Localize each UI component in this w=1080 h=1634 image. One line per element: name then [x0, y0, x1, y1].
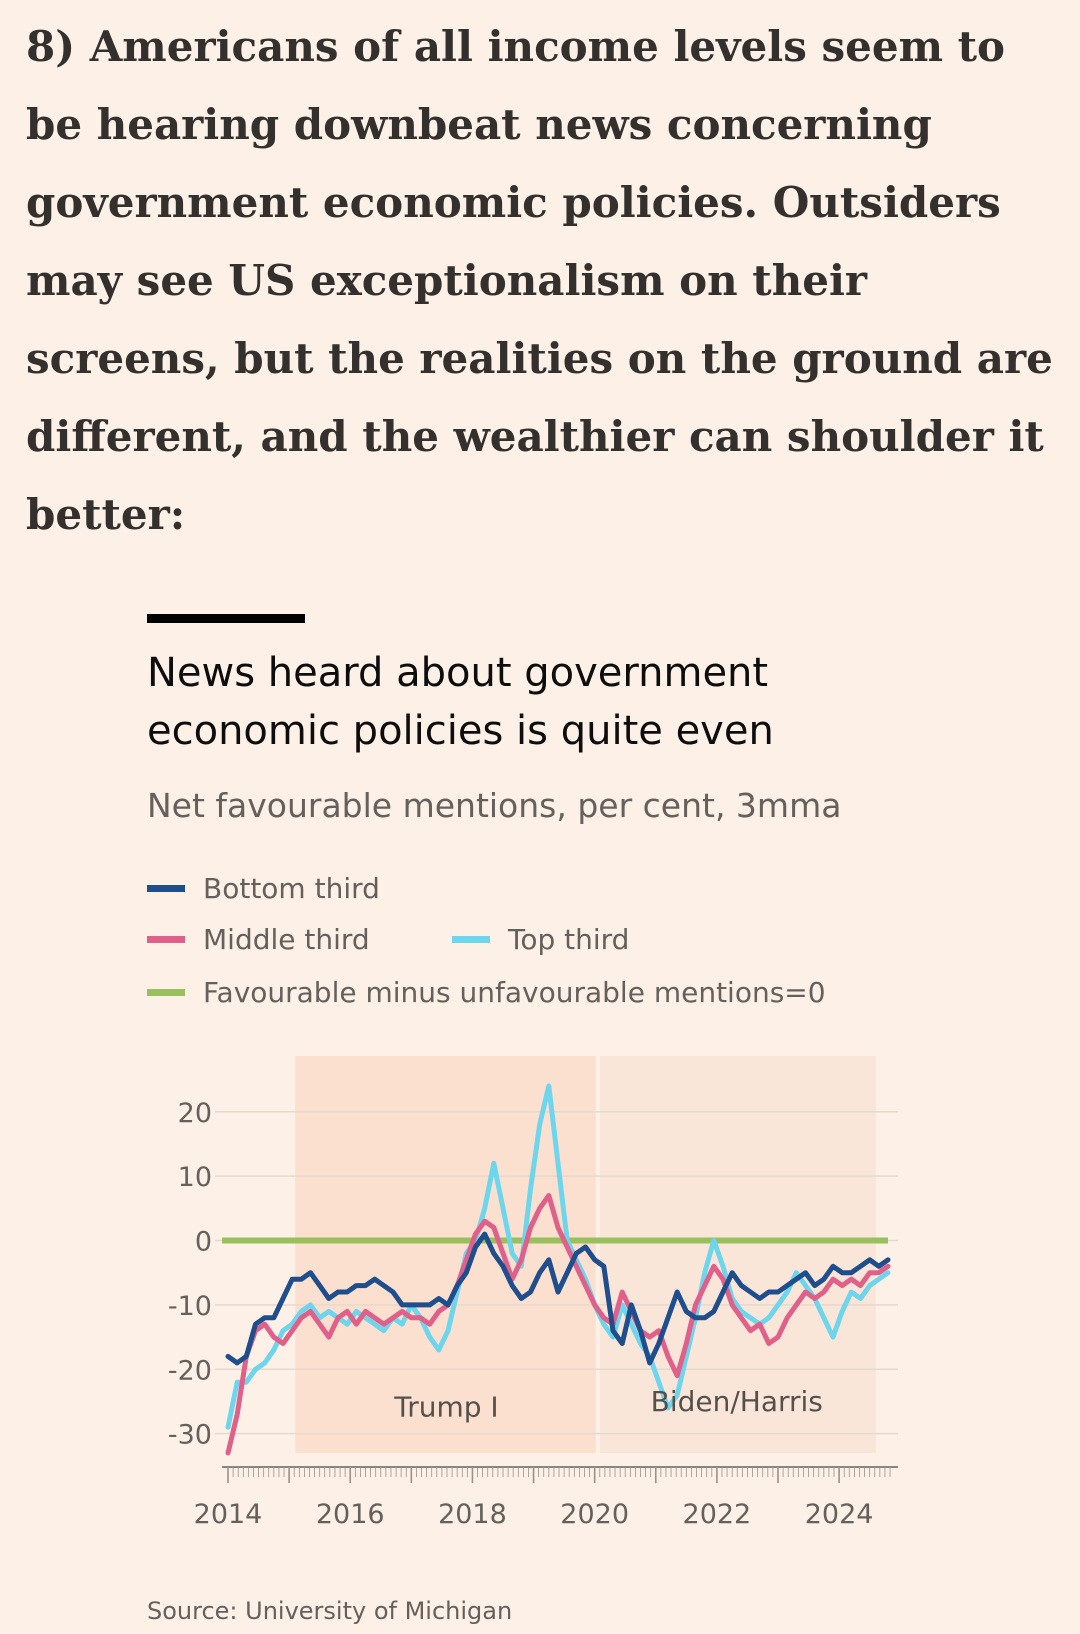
legend-item-middle-third: Middle third — [147, 919, 370, 959]
legend-swatch-middle-third — [147, 935, 185, 943]
period-label-1: Trump I — [393, 1390, 498, 1423]
intro-paragraph: 8) Americans of all income levels seem t… — [26, 22, 1053, 539]
chart-accent-rule — [147, 614, 305, 623]
y-tick-label: 20 — [178, 1098, 212, 1129]
chart-source: Source: University of Michigan — [147, 1597, 513, 1625]
x-tick-label: 2014 — [194, 1499, 263, 1530]
y-tick-label: 10 — [178, 1162, 212, 1193]
x-tick-label: 2024 — [805, 1499, 874, 1530]
y-tick-label: -20 — [168, 1355, 212, 1386]
period-label-2: Biden/Harris — [651, 1385, 823, 1418]
legend-label-bottom-third: Bottom third — [203, 871, 380, 905]
y-tick-label: -30 — [168, 1420, 212, 1451]
legend-label-zero-line: Favourable minus unfavourable mentions=0 — [203, 975, 826, 1009]
line-chart: 2014 2016 2018 2020 2022 2024 20100-10-20-30 … — [168, 1056, 898, 1530]
legend-label-top-third: Top third — [508, 922, 630, 956]
legend-item-bottom-third: Bottom third — [147, 868, 380, 908]
legend-item-zero-line: Favourable minus unfavourable mentions=0 — [147, 972, 826, 1012]
x-tick-label: 2022 — [683, 1499, 752, 1530]
series-line-bottom-third — [225, 1231, 891, 1366]
x-tick-label: 2018 — [438, 1499, 507, 1530]
series-line-middle-third — [225, 1193, 891, 1456]
chart-subtitle: Net favourable mentions, per cent, 3mma — [147, 786, 842, 825]
y-tick-label: 0 — [195, 1227, 212, 1258]
x-tick-label: 2020 — [560, 1499, 629, 1530]
shaded-period-2 — [597, 1056, 876, 1453]
legend-swatch-zero-line — [147, 988, 185, 996]
legend-swatch-bottom-third — [147, 884, 185, 892]
legend-label-middle-third: Middle third — [203, 922, 370, 956]
period-divider — [595, 1056, 600, 1453]
chart-title: News heard about government economic pol… — [147, 650, 774, 754]
shaded-period-1 — [295, 1056, 598, 1453]
legend-item-top-third: Top third — [452, 919, 629, 959]
legend-swatch-top-third — [452, 935, 490, 943]
x-tick-label: 2016 — [316, 1499, 385, 1530]
y-tick-label: -10 — [168, 1291, 212, 1322]
